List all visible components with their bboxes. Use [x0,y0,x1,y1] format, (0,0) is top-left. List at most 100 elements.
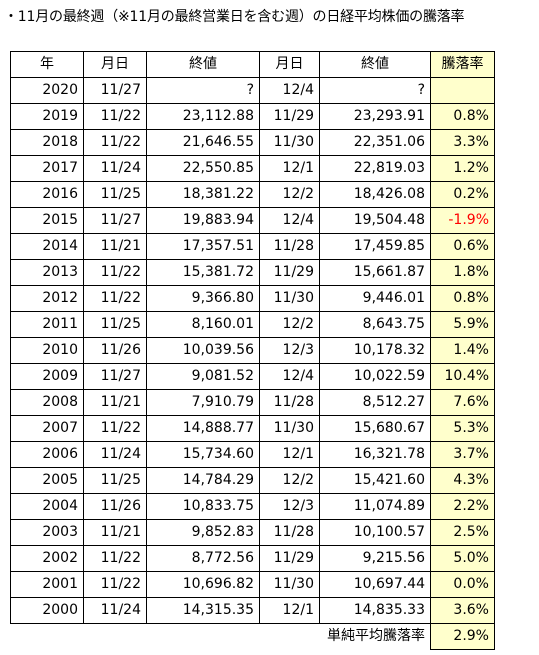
cell-close-start: 17,357.51 [146,233,260,260]
cell-close-end: 8,643.75 [319,311,431,338]
cell-rate: 5.9% [430,311,495,338]
cell-year: 2005 [10,467,84,494]
cell-close-start: 14,888.77 [146,415,260,442]
cell-rate: 0.8% [430,103,495,130]
cell-year: 2000 [10,597,84,624]
cell-year: 2018 [10,129,84,156]
average-value: 2.9% [430,623,495,650]
table-row: 2004 11/26 10,833.75 12/3 11,074.89 2.2% [10,493,495,520]
cell-year: 2004 [10,493,84,520]
blank-cell [84,624,147,650]
blank-cell [11,624,84,650]
cell-close-start: 10,696.82 [146,571,260,598]
cell-date-end: 11/30 [259,571,320,598]
cell-close-end: ? [319,77,431,104]
cell-close-start: 9,852.83 [146,519,260,546]
cell-close-end: 9,446.01 [319,285,431,312]
cell-date-end: 12/2 [259,467,320,494]
cell-date-start: 11/25 [83,467,147,494]
cell-close-end: 22,819.03 [319,155,431,182]
cell-rate: -1.9% [430,207,495,234]
page-title: ・11月の最終週（※11月の最終営業日を含む週）の日経平均株価の騰落率 [4,9,465,25]
cell-close-start: 8,160.01 [146,311,260,338]
cell-date-start: 11/22 [83,285,147,312]
cell-year: 2017 [10,155,84,182]
cell-rate: 1.2% [430,155,495,182]
table-row: 2014 11/21 17,357.51 11/28 17,459.85 0.6% [10,233,495,260]
cell-date-start: 11/22 [83,259,147,286]
cell-close-start: 22,550.85 [146,155,260,182]
cell-date-end: 11/30 [259,415,320,442]
table-row: 2000 11/24 14,315.35 12/1 14,835.33 3.6% [10,597,495,624]
cell-year: 2010 [10,337,84,364]
cell-date-start: 11/26 [83,337,147,364]
cell-date-end: 11/30 [259,129,320,156]
cell-close-end: 14,835.33 [319,597,431,624]
cell-date-end: 12/3 [259,337,320,364]
header-close-start: 終値 [146,51,260,78]
cell-close-start: ? [146,77,260,104]
cell-year: 2001 [10,571,84,598]
table-row: 2019 11/22 23,112.88 11/29 23,293.91 0.8% [10,103,495,130]
cell-year: 2014 [10,233,84,260]
cell-year: 2015 [10,207,84,234]
cell-close-end: 10,697.44 [319,571,431,598]
table-row: 2012 11/22 9,366.80 11/30 9,446.01 0.8% [10,285,495,312]
cell-year: 2002 [10,545,84,572]
header-rate: 騰落率 [430,51,495,78]
cell-year: 2012 [10,285,84,312]
cell-close-end: 18,426.08 [319,181,431,208]
table-row: 2013 11/22 15,381.72 11/29 15,661.87 1.8% [10,259,495,286]
cell-date-start: 11/22 [83,415,147,442]
cell-close-end: 22,351.06 [319,129,431,156]
cell-close-end: 9,215.56 [319,545,431,572]
table-row: 2015 11/27 19,883.94 12/4 19,504.48 -1.9% [10,207,495,234]
cell-date-end: 12/4 [259,207,320,234]
cell-date-start: 11/27 [83,363,147,390]
cell-rate: 3.6% [430,597,495,624]
table-row: 2017 11/24 22,550.85 12/1 22,819.03 1.2% [10,155,495,182]
cell-year: 2008 [10,389,84,416]
cell-close-start: 9,366.80 [146,285,260,312]
cell-close-start: 19,883.94 [146,207,260,234]
cell-close-start: 9,081.52 [146,363,260,390]
cell-year: 2013 [10,259,84,286]
cell-date-start: 11/26 [83,493,147,520]
average-row: 単純平均騰落率 2.9% [11,623,495,650]
cell-rate: 5.0% [430,545,495,572]
cell-date-start: 11/24 [83,597,147,624]
cell-date-end: 11/28 [259,233,320,260]
cell-date-end: 11/28 [259,389,320,416]
average-label: 単純平均騰落率 [259,623,431,650]
cell-close-start: 7,910.79 [146,389,260,416]
blank-cell [147,624,260,650]
cell-date-end: 12/1 [259,441,320,468]
table-row: 2007 11/22 14,888.77 11/30 15,680.67 5.3% [10,415,495,442]
table-row: 2003 11/21 9,852.83 11/28 10,100.57 2.5% [10,519,495,546]
cell-rate: 4.3% [430,467,495,494]
table-row: 2006 11/24 15,734.60 12/1 16,321.78 3.7% [10,441,495,468]
header-date-end: 月日 [259,51,320,78]
cell-date-start: 11/24 [83,441,147,468]
cell-date-end: 12/1 [259,155,320,182]
cell-date-start: 11/21 [83,389,147,416]
cell-close-start: 14,784.29 [146,467,260,494]
table-row: 2008 11/21 7,910.79 11/28 8,512.27 7.6% [10,389,495,416]
cell-rate: 0.8% [430,285,495,312]
cell-date-end: 11/28 [259,519,320,546]
cell-rate [430,77,495,104]
cell-close-end: 10,100.57 [319,519,431,546]
header-year: 年 [10,51,84,78]
cell-close-start: 21,646.55 [146,129,260,156]
cell-rate: 5.3% [430,415,495,442]
cell-close-start: 23,112.88 [146,103,260,130]
cell-rate: 0.2% [430,181,495,208]
cell-rate: 0.0% [430,571,495,598]
table-row: 2011 11/25 8,160.01 12/2 8,643.75 5.9% [10,311,495,338]
table-row: 2010 11/26 10,039.56 12/3 10,178.32 1.4% [10,337,495,364]
cell-close-end: 15,421.60 [319,467,431,494]
cell-close-start: 8,772.56 [146,545,260,572]
cell-date-start: 11/22 [83,571,147,598]
cell-date-start: 11/22 [83,545,147,572]
cell-rate: 7.6% [430,389,495,416]
